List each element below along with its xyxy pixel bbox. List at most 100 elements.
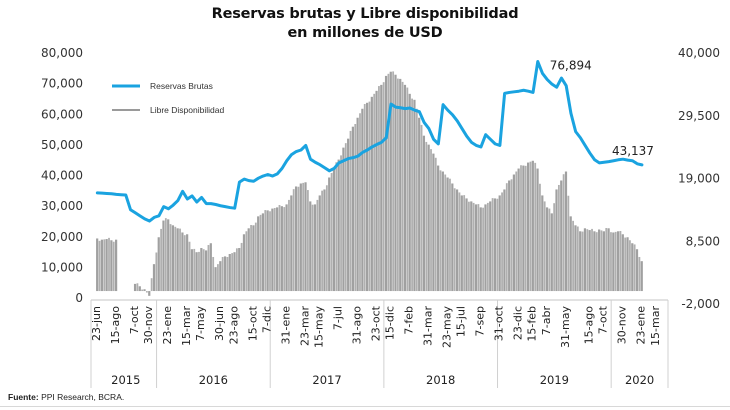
x-tick-label: 15-jul (455, 306, 468, 337)
x-tick-label: 31-ene (279, 306, 292, 345)
libre-disponibilidad-bar (235, 248, 238, 292)
libre-disponibilidad-bar (261, 213, 265, 292)
libre-disponibilidad-bar (273, 207, 276, 292)
source-label: Fuente: (8, 392, 39, 402)
libre-disponibilidad-bar (155, 252, 158, 292)
libre-disponibilidad-bar (183, 235, 186, 292)
libre-disponibilidad-bar (501, 192, 503, 292)
x-tick-label: 15-may (313, 306, 326, 348)
libre-disponibilidad-bar (408, 93, 411, 292)
source-text: PPI Research, BCRA. (41, 392, 125, 402)
x-tick-label: 23-oct (369, 305, 382, 341)
libre-disponibilidad-bar (115, 239, 118, 292)
libre-disponibilidad-bar (359, 113, 361, 292)
libre-disponibilidad-bar (572, 220, 574, 292)
x-tick-label: 7-jul (332, 306, 345, 330)
libre-disponibilidad-bar (541, 195, 544, 292)
libre-disponibilidad-bar (330, 173, 333, 292)
libre-disponibilidad-bar (621, 234, 624, 292)
libre-disponibilidad-bar (489, 201, 492, 292)
libre-disponibilidad-bar (195, 252, 198, 292)
libre-disponibilidad-bar (250, 225, 252, 292)
libre-disponibilidad-bar (602, 231, 605, 292)
libre-disponibilidad-bar (629, 240, 631, 292)
libre-disponibilidad-bar (553, 203, 556, 292)
libre-disponibilidad-bar (337, 159, 340, 292)
libre-disponibilidad-bar (157, 237, 160, 292)
libre-disponibilidad-bar (477, 204, 480, 292)
libre-disponibilidad-bar (420, 124, 423, 292)
libre-disponibilidad-bar (264, 210, 267, 292)
libre-disponibilidad-bar (290, 195, 293, 292)
libre-disponibilidad-bar (619, 230, 622, 292)
year-label: 2015 (111, 373, 140, 387)
libre-disponibilidad-bar (439, 170, 442, 292)
x-tick-label: 23-ene (161, 306, 174, 345)
libre-disponibilidad-bar (167, 219, 170, 292)
libre-disponibilidad-bar (380, 84, 383, 292)
libre-disponibilidad-bar (583, 228, 587, 292)
libre-disponibilidad-bar (302, 182, 305, 292)
libre-disponibilidad-bar (536, 168, 539, 292)
libre-disponibilidad-bar (411, 98, 413, 292)
libre-disponibilidad-bar (245, 231, 248, 292)
libre-disponibilidad-bar (631, 243, 634, 292)
libre-disponibilidad-bar (152, 264, 156, 292)
libre-disponibilidad-bar (529, 161, 532, 292)
x-tick-label: 23-ene (635, 306, 648, 345)
libre-disponibilidad-bar (493, 198, 497, 292)
libre-disponibilidad-bar (415, 108, 418, 292)
libre-disponibilidad-bar (226, 256, 229, 292)
left-axis-tick-label: 20,000 (41, 230, 83, 244)
libre-disponibilidad-bar (325, 185, 328, 292)
libre-disponibilidad-bar (228, 254, 231, 292)
libre-disponibilidad-bar (313, 204, 317, 292)
libre-disponibilidad-bar (148, 291, 151, 296)
libre-disponibilidad-bar (626, 237, 629, 292)
libre-disponibilidad-bar (242, 234, 246, 292)
right-axis-tick-label: 19,000 (678, 172, 720, 186)
libre-disponibilidad-bar (356, 117, 359, 292)
libre-disponibilidad-bar (169, 224, 172, 292)
libre-disponibilidad-bar (103, 239, 106, 292)
libre-disponibilidad-bar (257, 216, 260, 292)
libre-disponibilidad-bar (550, 213, 553, 292)
chart-title: Reservas brutas y Libre disponibilidad (211, 6, 519, 22)
libre-disponibilidad-bar (190, 249, 193, 292)
left-axis-tick-label: 50,000 (41, 138, 83, 152)
left-axis-tick-label: 80,000 (41, 46, 83, 60)
libre-disponibilidad-bar (219, 261, 222, 292)
libre-disponibilidad-bar (633, 244, 636, 292)
libre-disponibilidad-bar (266, 210, 269, 292)
libre-disponibilidad-bar (418, 117, 421, 292)
libre-disponibilidad-bar (522, 165, 525, 292)
x-tick-label: 7-feb (403, 306, 416, 335)
libre-disponibilidad-bar (505, 183, 508, 292)
libre-disponibilidad-bar (98, 240, 101, 292)
libre-disponibilidad-bar (605, 228, 608, 292)
libre-disponibilidad-bar (498, 195, 501, 292)
libre-disponibilidad-bar (425, 141, 428, 292)
libre-disponibilidad-bar (292, 189, 295, 292)
libre-disponibilidad-bar (209, 243, 212, 292)
libre-disponibilidad-bar (202, 249, 205, 292)
libre-disponibilidad-bar (162, 220, 165, 292)
libre-disponibilidad-bar (299, 183, 302, 292)
x-tick-label: 15-feb (526, 306, 539, 342)
libre-disponibilidad-bar (531, 160, 534, 292)
libre-disponibilidad-bar (342, 147, 345, 292)
libre-disponibilidad-bar (207, 245, 210, 292)
libre-disponibilidad-bar (288, 199, 290, 292)
x-tick-label: 30-nov (616, 306, 629, 345)
libre-disponibilidad-bar (365, 102, 369, 292)
libre-disponibilidad-bar (463, 195, 466, 292)
libre-disponibilidad-bar (223, 256, 227, 292)
x-tick-label: 23-dic (512, 306, 525, 340)
libre-disponibilidad-bar (560, 180, 563, 292)
libre-disponibilidad-bar (198, 251, 200, 292)
libre-disponibilidad-bar (323, 189, 326, 292)
libre-disponibilidad-bar (179, 228, 181, 292)
libre-disponibilidad-bar (539, 183, 541, 292)
reservas-brutas-line-layer (95, 60, 644, 223)
libre-disponibilidad-bar (347, 138, 350, 292)
